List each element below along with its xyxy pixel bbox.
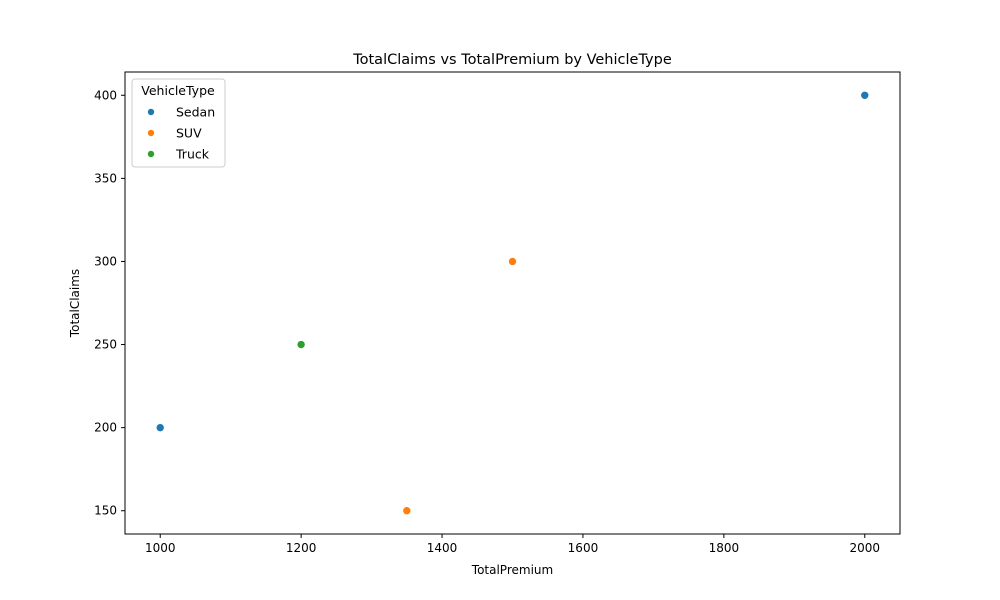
data-point-suv	[508, 257, 517, 266]
legend-label-suv: SUV	[176, 126, 202, 141]
y-tick-label: 300	[94, 254, 117, 268]
chart-title: TotalClaims vs TotalPremium by VehicleTy…	[352, 52, 672, 68]
data-point-sedan	[155, 423, 165, 432]
y-tick-label: 200	[94, 421, 117, 435]
legend-frame	[131, 78, 226, 168]
legend-label-truck: Truck	[175, 147, 210, 162]
legend-label-sedan: Sedan	[176, 105, 215, 120]
y-tick-label: 250	[94, 338, 117, 352]
y-tick-label: 350	[94, 171, 117, 185]
data-points	[155, 90, 870, 516]
x-tick-label: 2000	[849, 541, 880, 555]
y-tick-label: 400	[94, 88, 117, 102]
data-point-suv	[402, 506, 412, 516]
y-axis-ticks: 150 200 250 300 350 400	[94, 88, 125, 518]
legend: VehicleType Sedan SUV Truck	[131, 78, 226, 168]
x-tick-label: 1000	[145, 541, 176, 555]
plot-area-frame	[124, 71, 901, 535]
x-tick-label: 1200	[286, 541, 317, 555]
x-axis-label: TotalPremium	[471, 563, 553, 577]
y-tick-label: 150	[94, 504, 117, 518]
data-point-truck	[296, 340, 306, 349]
legend-marker-truck	[147, 150, 155, 158]
x-tick-label: 1600	[568, 541, 599, 555]
legend-title: VehicleType	[141, 83, 215, 98]
legend-entries: Sedan SUV Truck	[147, 105, 215, 162]
legend-marker-sedan	[147, 108, 155, 116]
x-axis-ticks: 1000 1200 1400 1600 1800 2000	[145, 534, 880, 555]
x-tick-label: 1400	[427, 541, 458, 555]
x-tick-label: 1800	[709, 541, 740, 555]
data-point-sedan	[860, 90, 870, 100]
y-axis-label: TotalClaims	[68, 269, 82, 338]
legend-marker-suv	[147, 129, 155, 137]
